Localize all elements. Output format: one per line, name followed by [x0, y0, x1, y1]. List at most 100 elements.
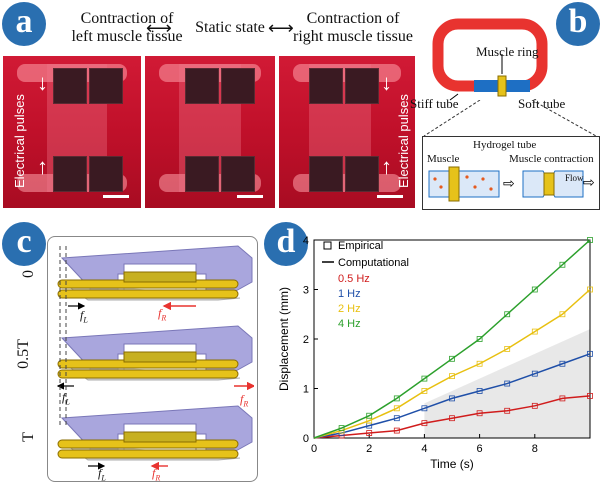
frame-t — [57, 405, 253, 471]
data-point — [338, 425, 345, 432]
data-point — [587, 286, 593, 293]
x-axis-label: Time (s) — [430, 457, 474, 471]
data-point — [421, 375, 428, 382]
data-point — [449, 395, 455, 402]
pump-schematic — [432, 18, 548, 101]
x-tick-label: 6 — [477, 443, 483, 455]
data-point — [366, 412, 373, 419]
data-point — [504, 346, 511, 352]
y-tick-label: 4 — [303, 235, 309, 247]
photo-left-contraction: ↓ ↑ — [3, 56, 141, 208]
header-right-line1: Contraction of — [306, 10, 400, 27]
y-axis-label: Displacement (mm) — [277, 287, 291, 391]
data-point — [366, 430, 373, 436]
y-tick-label: 2 — [303, 334, 309, 346]
data-point — [504, 407, 511, 414]
force-right-0: fR — [158, 306, 167, 323]
frame-half — [56, 325, 254, 391]
tube-detail-drawing: ⇨ ⇨ — [428, 166, 595, 202]
force-left-half: fL — [62, 390, 70, 407]
legend-series-label: 4 Hz — [338, 318, 361, 330]
frame-0 — [57, 245, 253, 311]
legend-empirical-marker — [323, 241, 332, 250]
header-middle: Static state — [195, 19, 265, 36]
y-tick-label: 0 — [303, 433, 309, 445]
data-point — [559, 395, 566, 402]
svg-text:⇨: ⇨ — [583, 174, 595, 190]
data-point — [476, 360, 483, 367]
data-point — [504, 311, 511, 318]
photo-right-contraction: ↓ ↑ — [279, 56, 415, 208]
photo-static — [145, 56, 275, 208]
data-point — [559, 311, 566, 318]
force-right-t: fR — [152, 466, 161, 483]
legend-computational: Computational — [338, 257, 409, 269]
data-point — [531, 286, 538, 293]
biobot-frames — [56, 245, 254, 471]
series-line — [313, 288, 591, 439]
data-point — [559, 360, 566, 367]
data-point — [559, 261, 566, 268]
hydrogel-tube-label: Hydrogel tube — [473, 139, 537, 151]
legend-series-label: 0.5 Hz — [338, 273, 370, 285]
flow-label: Flow — [565, 173, 584, 183]
data-point — [393, 395, 400, 402]
stiff-tube-label: Stiff tube — [410, 96, 459, 111]
stiff-tube-pointer — [449, 93, 459, 101]
data-point — [449, 373, 455, 380]
legend-series-label: 1 Hz — [338, 288, 361, 300]
zoom-lines — [423, 100, 597, 137]
data-point — [587, 350, 593, 357]
data-point — [476, 388, 483, 394]
soft-tube-label: Soft tube — [518, 96, 566, 111]
data-point — [531, 402, 538, 409]
force-right-half: fR — [240, 392, 249, 409]
muscle-ring-marker — [497, 75, 507, 97]
x-tick-label: 2 — [366, 443, 372, 455]
data-point — [476, 336, 483, 342]
row-label-half: 0.5T — [15, 339, 32, 369]
data-point — [421, 405, 428, 412]
data-point — [449, 355, 455, 362]
data-point — [476, 410, 483, 417]
header-right-line2: right muscle tissue — [293, 28, 413, 45]
muscle-contraction-label: Muscle contraction — [509, 153, 594, 165]
scale-bar — [103, 195, 129, 198]
side-label-left: Electrical pulses — [12, 94, 27, 188]
x-tick-label: 4 — [421, 443, 427, 455]
y-tick-label: 3 — [303, 285, 309, 297]
row-label-0: 0 — [20, 270, 37, 278]
series-line — [313, 239, 591, 439]
scale-bar — [237, 195, 263, 198]
svg-text:⇨: ⇨ — [503, 175, 515, 191]
series-line — [313, 395, 591, 439]
data-point — [393, 415, 400, 422]
data-point — [531, 328, 538, 335]
scale-bar — [377, 195, 403, 198]
side-label-right: Electrical pulses — [396, 94, 411, 188]
legend-empirical: Empirical — [338, 240, 383, 252]
muscle-ring-label: Muscle ring — [476, 44, 539, 59]
panel-label-a: a — [2, 2, 46, 46]
legend-series-label: 2 Hz — [338, 303, 361, 315]
force-left-0: fL — [80, 308, 88, 325]
data-point — [531, 370, 538, 377]
muscle-label: Muscle — [427, 153, 460, 165]
header-left-line1: Contraction of — [80, 10, 174, 27]
hydrogel-detail-box: Hydrogel tube Muscle Muscle contraction … — [422, 136, 600, 210]
y-tick-label: 1 — [303, 384, 309, 396]
data-point — [393, 405, 400, 412]
header-left: Contraction of left muscle tissue — [52, 10, 202, 46]
data-point — [587, 393, 593, 399]
data-point — [587, 237, 593, 243]
data-point — [421, 420, 428, 427]
row-label-t: T — [20, 432, 37, 442]
arrow-up-icon: ↑ — [37, 154, 48, 179]
series-line — [313, 353, 591, 439]
arrow-down-icon: ↓ — [381, 70, 392, 95]
panel-label-d: d — [264, 222, 308, 266]
data-point — [421, 388, 428, 394]
arrow-down-icon: ↓ — [37, 70, 48, 95]
x-tick-label: 8 — [532, 443, 538, 455]
